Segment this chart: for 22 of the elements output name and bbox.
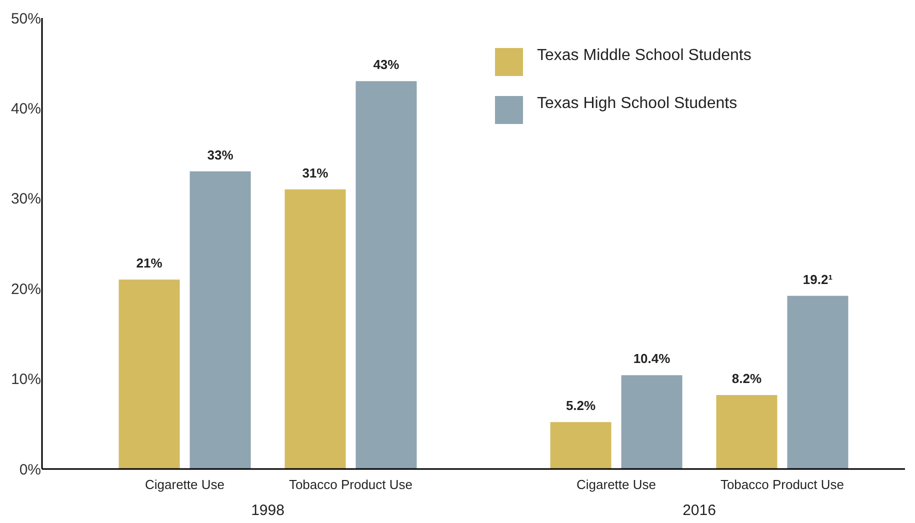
y-tick-label: 40% [10, 100, 41, 118]
x-tick-label: Cigarette Use [145, 477, 225, 492]
legend-label: Texas Middle School Students [537, 47, 752, 64]
text: 2016 [682, 502, 716, 519]
x-tick-label: Tobacco Product Use [720, 477, 844, 492]
data-label: 8.2% [732, 371, 762, 386]
x-tick-label: Cigarette Use [576, 477, 656, 492]
data-label: 33% [207, 147, 234, 162]
y-tick-label: 10% [10, 371, 41, 388]
text: 1998 [251, 502, 284, 519]
y-tick-label: 20% [10, 280, 41, 298]
data-label: 43% [373, 57, 400, 72]
y-tick-label: 50% [10, 10, 41, 28]
y-tick-label: 30% [10, 190, 41, 208]
y-tick-label: 0% [19, 461, 41, 478]
data-label: 10.4% [633, 351, 671, 366]
x-tick-label: Tobacco Product Use [288, 477, 413, 492]
data-label: 5.2% [566, 398, 596, 414]
legend-label: Texas High School Students [537, 95, 738, 112]
data-label: 21% [136, 256, 163, 271]
data-label: 19.2¹ [802, 272, 833, 287]
data-label: 31% [302, 165, 329, 180]
